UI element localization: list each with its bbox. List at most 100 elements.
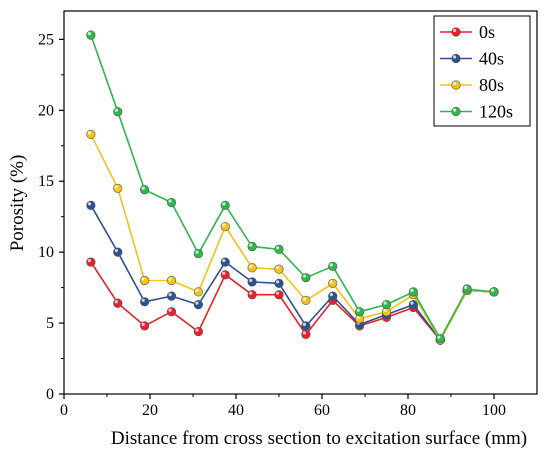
data-point-0s	[140, 321, 150, 331]
legend-swatch-marker-body	[451, 80, 461, 90]
data-point-40s	[140, 297, 150, 307]
series-line-80s	[90, 134, 495, 341]
data-point-120s-highlight	[437, 335, 441, 339]
data-point-80s-body	[140, 275, 150, 286]
data-point-120s-highlight	[302, 274, 307, 278]
data-point-0s-highlight	[302, 331, 307, 335]
data-point-0s	[193, 326, 203, 337]
data-point-120s	[247, 241, 257, 252]
data-point-80s-body	[193, 287, 203, 297]
series-120s	[86, 30, 499, 344]
data-point-80s	[86, 129, 96, 140]
series-line-120s	[90, 34, 495, 340]
data-point-40s	[113, 247, 123, 257]
legend-swatch-marker-body	[451, 106, 461, 117]
data-point-120s	[140, 185, 150, 195]
x-tick-label: 60	[314, 402, 330, 419]
legend-box	[433, 15, 531, 127]
data-point-40s-highlight	[87, 202, 92, 206]
data-point-40s-body	[408, 300, 418, 310]
data-point-40s-highlight	[141, 298, 145, 302]
data-point-120s-body	[408, 287, 418, 297]
data-point-0s-highlight	[276, 291, 280, 295]
data-point-0s	[86, 257, 96, 267]
data-point-40s	[247, 277, 257, 287]
data-point-0s-highlight	[168, 308, 172, 312]
data-point-120s-body	[86, 30, 96, 40]
legend-swatch-marker-highlight	[453, 81, 457, 86]
data-point-120s	[462, 284, 472, 294]
data-point-80s-body	[113, 183, 123, 193]
data-point-80s-highlight	[302, 297, 307, 301]
data-point-80s	[274, 264, 284, 274]
data-point-120s	[489, 287, 499, 297]
data-point-40s-highlight	[222, 258, 226, 263]
data-point-80s-body	[274, 264, 284, 274]
legend-swatch-marker-body	[451, 27, 461, 37]
data-point-120s-body	[274, 244, 284, 254]
data-point-120s-body	[355, 307, 365, 317]
data-point-80s	[220, 222, 230, 232]
legend-entry-120s: 120s	[440, 102, 513, 122]
data-point-80s-highlight	[195, 288, 199, 292]
data-point-0s-body	[301, 329, 311, 340]
data-point-120s-highlight	[276, 246, 280, 250]
data-point-120s-highlight	[87, 32, 92, 36]
data-point-80s	[247, 263, 257, 273]
legend-label: 0s	[479, 22, 495, 42]
data-point-40s-highlight	[168, 293, 172, 297]
data-point-40s-body	[140, 297, 150, 307]
data-point-0s-body	[247, 290, 257, 300]
data-point-120s-highlight	[195, 250, 199, 254]
data-point-40s-highlight	[114, 249, 118, 253]
data-point-0s-body	[193, 326, 203, 337]
data-point-40s	[408, 300, 418, 310]
data-point-0s	[301, 329, 311, 340]
data-point-120s-body	[381, 300, 392, 310]
data-point-0s	[274, 290, 284, 300]
x-tick-label: 80	[400, 402, 416, 419]
data-point-80s-highlight	[87, 131, 92, 135]
data-point-120s	[274, 244, 284, 254]
data-point-0s-body	[274, 290, 284, 300]
data-point-80s	[113, 183, 123, 193]
x-tick-label: 20	[142, 402, 158, 419]
data-point-40s-body	[274, 278, 284, 288]
data-point-120s-highlight	[329, 263, 333, 267]
legend-swatch-marker	[451, 106, 461, 117]
y-axis-title: Porosity (%)	[7, 155, 28, 252]
x-axis-title: Distance from cross section to excitatio…	[111, 428, 527, 449]
data-point-120s-highlight	[168, 199, 172, 203]
legend-label: 120s	[479, 102, 513, 122]
data-point-80s-highlight	[329, 280, 333, 284]
data-point-0s	[113, 298, 123, 308]
data-point-0s-body	[113, 298, 123, 308]
data-point-0s-body	[140, 321, 150, 331]
data-point-120s	[193, 248, 203, 259]
data-point-80s-body	[328, 278, 338, 288]
data-point-80s-highlight	[249, 264, 253, 268]
legend-swatch-marker-highlight	[453, 28, 457, 33]
data-point-120s	[355, 307, 365, 317]
x-tick-label: 0	[60, 402, 68, 419]
data-point-80s	[328, 278, 338, 288]
data-point-80s-highlight	[356, 315, 360, 319]
data-point-40s-highlight	[195, 301, 199, 305]
data-point-80s-highlight	[168, 277, 172, 281]
data-point-120s-body	[489, 287, 499, 297]
data-point-120s-body	[435, 334, 445, 344]
data-point-40s-highlight	[276, 280, 280, 284]
data-point-40s	[166, 291, 177, 301]
legend-swatch-marker-body	[451, 53, 461, 64]
data-point-120s	[328, 261, 338, 271]
data-point-120s	[301, 273, 311, 283]
data-point-40s-highlight	[329, 293, 333, 297]
legend-swatch-marker-highlight	[453, 55, 457, 59]
data-point-120s-body	[462, 284, 472, 294]
data-point-40s-body	[247, 277, 257, 287]
data-point-120s-highlight	[222, 202, 226, 206]
data-point-0s-body	[220, 270, 230, 280]
data-point-80s-body	[166, 275, 177, 286]
series-line-0s	[90, 261, 495, 341]
